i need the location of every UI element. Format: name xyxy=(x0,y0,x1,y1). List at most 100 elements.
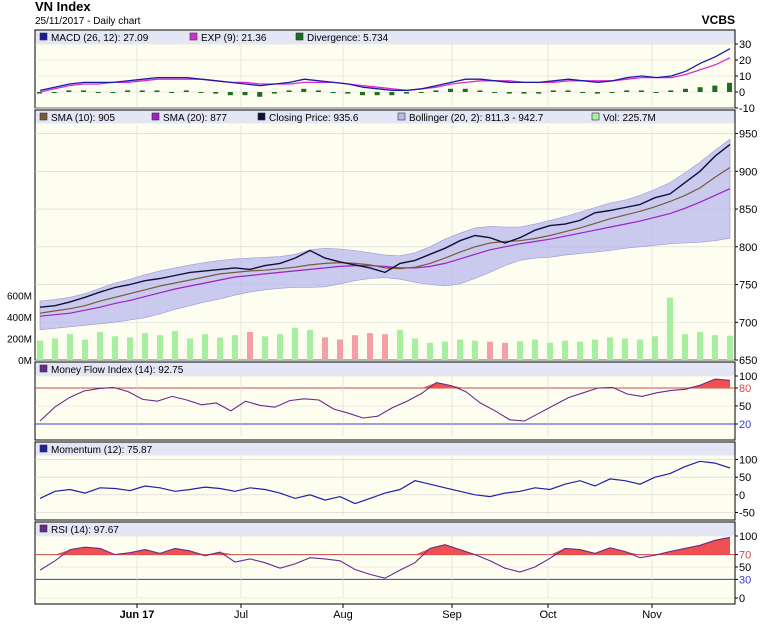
divergence-bar-27 xyxy=(433,90,439,92)
volume-bar-31 xyxy=(502,342,508,360)
divergence-bar-13 xyxy=(227,92,233,96)
divergence-bar-26 xyxy=(418,92,424,93)
volume-bar-26 xyxy=(427,342,433,360)
price-legend-swatch-3 xyxy=(397,112,406,121)
volume-bar-16 xyxy=(277,334,283,360)
divergence-bar-3 xyxy=(81,90,87,92)
price-legend-label-1: SMA (20): 877 xyxy=(163,113,227,124)
volume-bar-18 xyxy=(307,329,313,360)
macd-ytick-label-4: -10 xyxy=(739,103,755,115)
divergence-bar-45 xyxy=(697,87,703,92)
rsi-ytick-label-4: 0 xyxy=(739,593,745,605)
volume-bar-19 xyxy=(322,337,328,360)
volume-tick-label-2: 200M xyxy=(7,334,32,345)
momentum-ytick-label-1: 50 xyxy=(739,472,751,484)
divergence-bar-28 xyxy=(448,88,454,92)
volume-bar-15 xyxy=(262,336,268,360)
rsi-ytick-label-3: 30 xyxy=(739,574,751,586)
divergence-bar-9 xyxy=(169,92,175,93)
divergence-bar-37 xyxy=(580,92,586,93)
volume-bar-29 xyxy=(472,340,478,360)
volume-bar-28 xyxy=(457,339,463,360)
chart-title: VN Index xyxy=(35,0,91,14)
volume-bar-0 xyxy=(37,340,43,360)
brand-label: VCBS xyxy=(702,13,735,27)
volume-bar-35 xyxy=(562,340,568,360)
divergence-bar-22 xyxy=(359,92,365,96)
volume-bar-21 xyxy=(352,335,358,360)
close-line xyxy=(39,143,731,308)
volume-bar-43 xyxy=(682,334,688,360)
sma10-line xyxy=(39,166,731,314)
bollinger-band xyxy=(39,138,731,331)
volume-tick-label-0: 600M xyxy=(7,291,32,302)
mfi-legend-label-0: Money Flow Index (14): 92.75 xyxy=(51,365,184,376)
volume-bar-44 xyxy=(697,332,703,360)
divergence-bar-46 xyxy=(712,85,718,92)
rsi-ytick-label-2: 50 xyxy=(739,562,751,574)
price-legend-label-2: Closing Price: 935.6 xyxy=(269,113,359,124)
volume-bar-12 xyxy=(217,337,223,360)
volume-bar-8 xyxy=(157,335,163,360)
divergence-bar-14 xyxy=(242,92,248,96)
rsi-ytick-label-0: 100 xyxy=(739,531,757,543)
mfi-legend-swatch-0 xyxy=(39,364,48,373)
price-legend-swatch-1 xyxy=(151,112,160,121)
volume-bar-6 xyxy=(127,337,133,360)
x-axis-label-1: Jul xyxy=(234,609,248,621)
volume-bar-40 xyxy=(637,339,643,360)
divergence-bar-32 xyxy=(506,92,512,94)
volume-tick-label-3: 0M xyxy=(18,356,32,367)
x-axis-label-3: Sep xyxy=(442,609,462,621)
macd-legend-label-1: EXP (9): 21.36 xyxy=(201,33,267,44)
momentum-legend-bar xyxy=(35,442,735,456)
price-legend-swatch-0 xyxy=(39,112,48,121)
rsi-panel xyxy=(34,521,736,605)
volume-bar-39 xyxy=(622,338,628,360)
volume-bar-3 xyxy=(82,339,88,360)
price-ytick-label-1: 900 xyxy=(739,166,757,178)
divergence-bar-11 xyxy=(198,92,204,93)
volume-bar-10 xyxy=(187,338,193,360)
volume-bar-22 xyxy=(367,333,373,360)
volume-bar-33 xyxy=(532,339,538,360)
divergence-bar-41 xyxy=(638,90,644,92)
divergence-bar-6 xyxy=(125,90,131,92)
volume-bar-20 xyxy=(337,339,343,360)
volume-bar-13 xyxy=(232,335,238,360)
price-legend-swatch-4 xyxy=(591,112,600,121)
divergence-bar-25 xyxy=(404,92,410,94)
volume-bar-32 xyxy=(517,341,523,360)
price-ytick-label-6: 650 xyxy=(739,355,757,367)
divergence-bar-1 xyxy=(51,92,57,93)
divergence-bar-42 xyxy=(653,92,659,93)
mfi-ytick-label-0: 100 xyxy=(739,371,757,383)
macd-legend-swatch-0 xyxy=(39,32,48,41)
divergence-bar-7 xyxy=(139,90,145,92)
price-ytick-label-0: 950 xyxy=(739,129,757,141)
divergence-bar-43 xyxy=(668,90,674,92)
rsi-ytick-label-1: 70 xyxy=(739,550,751,562)
macd-legend-swatch-1 xyxy=(189,32,198,41)
divergence-bar-35 xyxy=(550,90,556,92)
volume-bar-36 xyxy=(577,341,583,360)
divergence-bar-5 xyxy=(110,92,116,93)
volume-bar-1 xyxy=(52,338,58,360)
rsi-line xyxy=(39,536,731,579)
mfi-ytick-label-2: 50 xyxy=(739,401,751,413)
divergence-bar-30 xyxy=(477,90,483,92)
chart-subtitle: 25/11/2017 - Daily chart xyxy=(35,16,141,27)
price-legend-bar xyxy=(35,110,735,124)
macd-line xyxy=(39,48,731,92)
divergence-bar-16 xyxy=(271,92,277,94)
volume-bar-27 xyxy=(442,341,448,360)
macd-ytick-label-1: 20 xyxy=(739,55,751,67)
volume-bar-24 xyxy=(397,329,403,360)
mfi-legend-bar xyxy=(35,362,735,376)
price-legend-label-4: Vol: 225.7M xyxy=(603,113,656,124)
divergence-bar-15 xyxy=(257,92,263,97)
momentum-ytick-label-2: 0 xyxy=(739,490,745,502)
divergence-bar-19 xyxy=(315,90,321,92)
divergence-bar-17 xyxy=(286,90,292,92)
macd-ytick-label-3: 0 xyxy=(739,87,745,99)
